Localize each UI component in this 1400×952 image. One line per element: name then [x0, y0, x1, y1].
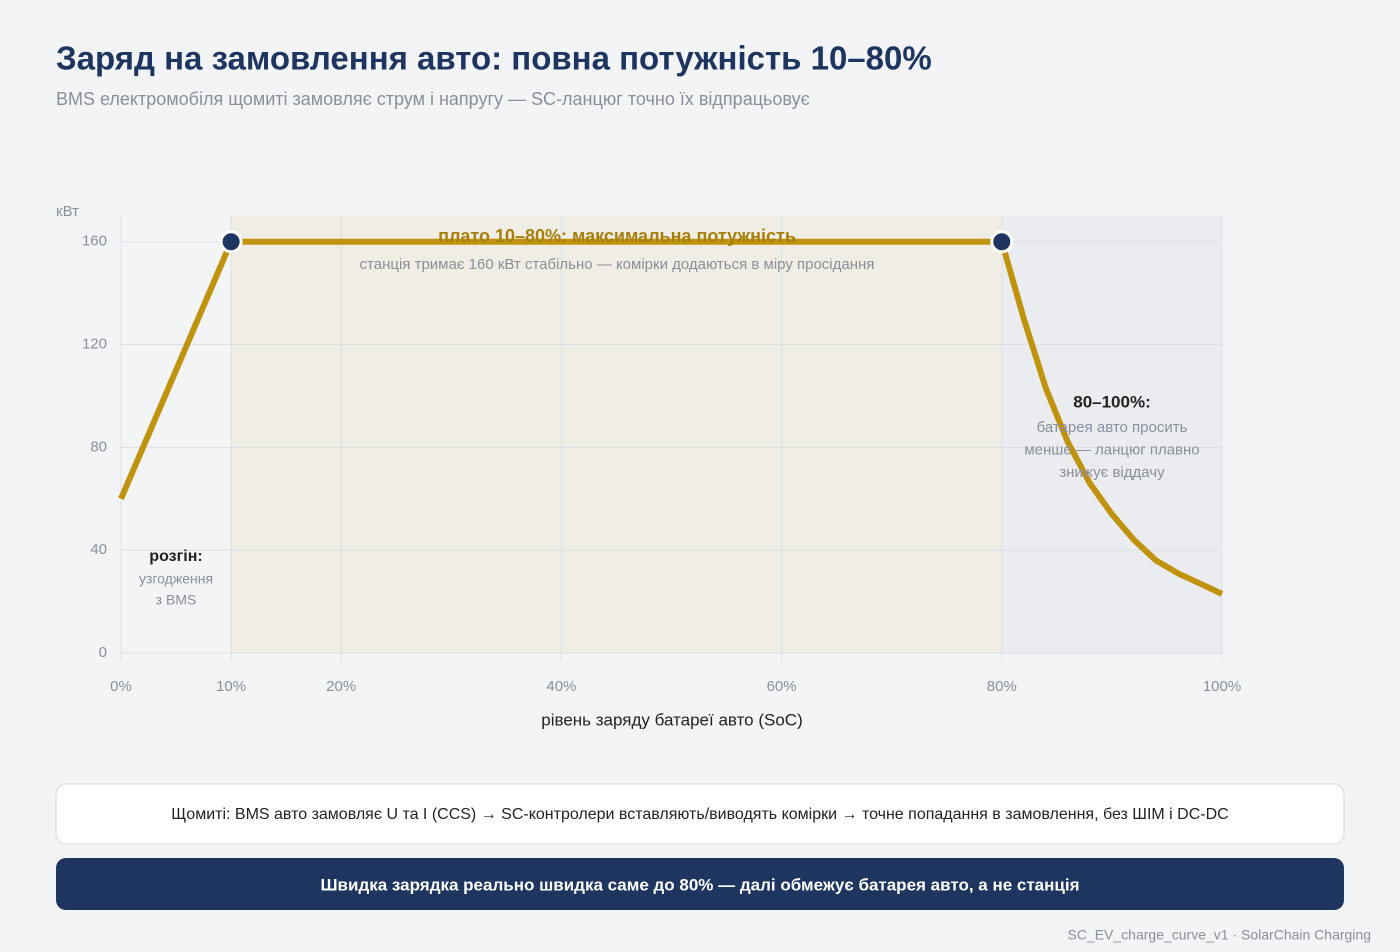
- annotation-title: 80–100%:: [1073, 392, 1151, 411]
- y-tick-label: 160: [82, 233, 107, 250]
- chart-subtitle: BMS електромобіля щомиті замовляє струм …: [56, 89, 810, 109]
- shaded-region: [1001, 216, 1222, 653]
- annotation-text: знижує віддачу: [1059, 464, 1165, 481]
- annotation-title: розгін:: [149, 548, 202, 565]
- x-tick-label: 80%: [987, 678, 1017, 695]
- conclusion-box: [56, 858, 1344, 910]
- footer: SC_EV_charge_curve_v1 · SolarChain Charg…: [1067, 927, 1371, 943]
- chart-title: Заряд на замовлення авто: повна потужніс…: [56, 40, 932, 77]
- y-tick-label: 40: [90, 541, 107, 558]
- annotation-text: з BMS: [156, 592, 197, 608]
- y-axis-label: кВт: [56, 203, 79, 220]
- note-box: [55, 783, 1345, 845]
- note: Щомиті: BMS авто замовляє U та I (CCS) →…: [171, 806, 1228, 823]
- annotation-text: менше — ланцюг плавно: [1024, 441, 1199, 458]
- y-tick-label: 0: [99, 644, 107, 661]
- shaded-region: [231, 216, 1002, 653]
- y-tick-label: 80: [90, 438, 107, 455]
- marker: [219, 230, 243, 254]
- annotation-text: узгодження: [139, 571, 213, 587]
- y-tick-label: 120: [82, 335, 107, 352]
- x-tick-label: 10%: [216, 678, 246, 695]
- x-tick-label: 100%: [1203, 678, 1241, 695]
- x-tick-label: 60%: [767, 678, 797, 695]
- annotation-title: плато 10–80%: максимальна потужність: [438, 226, 796, 246]
- conclusion: Швидка зарядка реально швидка саме до 80…: [320, 875, 1079, 894]
- x-tick-label: 20%: [326, 678, 356, 695]
- x-axis-label: рівень заряду батареї авто (SoC): [541, 710, 802, 729]
- annotation-text: батарея авто просить: [1037, 419, 1188, 436]
- x-tick-label: 0%: [110, 678, 132, 695]
- plot: 0 40 80 120 160 0% 10% 20% 40% 60% 80% 100% плато 10…: [82, 216, 1241, 695]
- marker: [990, 230, 1014, 254]
- annotation-text: станція тримає 160 кВт стабільно — комір…: [360, 256, 875, 273]
- x-tick-label: 40%: [546, 678, 576, 695]
